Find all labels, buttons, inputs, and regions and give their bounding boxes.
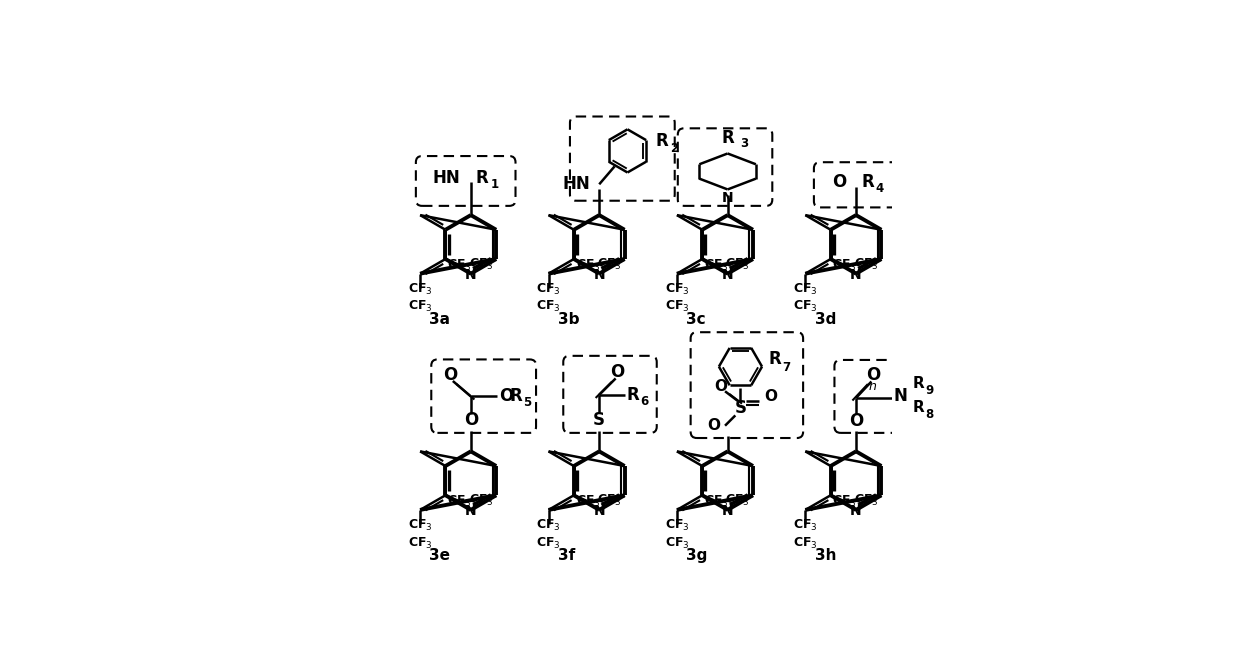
Text: 5: 5	[523, 396, 532, 409]
Text: 4: 4	[875, 182, 884, 195]
Text: CF$_3$: CF$_3$	[596, 257, 621, 271]
Text: CF$_3$: CF$_3$	[536, 518, 560, 533]
Text: S: S	[593, 410, 605, 428]
Text: CF$_3$: CF$_3$	[408, 281, 433, 297]
Text: R: R	[913, 376, 924, 391]
Text: CF$_3$: CF$_3$	[854, 257, 878, 271]
Text: CF$_3$: CF$_3$	[536, 281, 560, 297]
Text: CF$_3$: CF$_3$	[665, 536, 689, 551]
Text: CF$_3$: CF$_3$	[536, 299, 560, 314]
Text: CF$_3$: CF$_3$	[854, 493, 878, 508]
Text: 9: 9	[925, 384, 934, 398]
Text: O: O	[867, 366, 880, 384]
Text: R: R	[656, 131, 668, 149]
Text: 3e: 3e	[429, 548, 450, 564]
Text: CF$_3$: CF$_3$	[665, 299, 689, 314]
Text: CF$_3$: CF$_3$	[792, 281, 817, 297]
Text: 3: 3	[740, 137, 749, 150]
Text: 3c: 3c	[686, 312, 706, 327]
Text: N: N	[722, 268, 733, 282]
Text: R: R	[627, 386, 640, 404]
Text: CF$_3$: CF$_3$	[448, 494, 472, 509]
Text: CF$_3$: CF$_3$	[575, 257, 600, 273]
Text: n: n	[869, 380, 877, 394]
Text: R: R	[769, 350, 781, 368]
Text: N: N	[594, 504, 605, 518]
Text: HN: HN	[433, 169, 460, 187]
Text: R: R	[861, 173, 874, 191]
Text: O: O	[708, 418, 720, 433]
Text: CF$_3$: CF$_3$	[704, 257, 729, 273]
Text: CF$_3$: CF$_3$	[704, 494, 729, 509]
Text: O: O	[714, 379, 727, 394]
Text: R: R	[476, 169, 489, 187]
Text: CF$_3$: CF$_3$	[469, 493, 494, 508]
Text: CF$_3$: CF$_3$	[469, 257, 494, 271]
Text: O: O	[765, 390, 777, 404]
Text: 3a: 3a	[429, 312, 450, 327]
Text: O: O	[610, 364, 625, 382]
Text: 8: 8	[925, 408, 934, 421]
Text: 3b: 3b	[558, 312, 579, 327]
Text: CF$_3$: CF$_3$	[408, 536, 433, 551]
Text: CF$_3$: CF$_3$	[596, 493, 621, 508]
Text: CF$_3$: CF$_3$	[725, 257, 750, 271]
Text: CF$_3$: CF$_3$	[792, 518, 817, 533]
Text: 3d: 3d	[815, 312, 836, 327]
Text: N: N	[722, 191, 733, 205]
Text: N: N	[851, 268, 862, 282]
Text: S: S	[734, 399, 746, 417]
Text: CF$_3$: CF$_3$	[792, 536, 817, 551]
Text: N: N	[465, 504, 476, 518]
Text: N: N	[594, 268, 605, 282]
Text: O: O	[443, 366, 456, 384]
Text: O: O	[464, 410, 477, 428]
Text: 6: 6	[640, 395, 649, 408]
Text: CF$_3$: CF$_3$	[575, 494, 600, 509]
Text: 3h: 3h	[815, 548, 836, 564]
Text: 3g: 3g	[686, 548, 708, 564]
Text: CF$_3$: CF$_3$	[448, 257, 472, 273]
Text: R: R	[913, 400, 924, 415]
Text: O: O	[849, 412, 863, 430]
Text: CF$_3$: CF$_3$	[665, 281, 689, 297]
Text: 1: 1	[490, 178, 498, 191]
Text: CF$_3$: CF$_3$	[665, 518, 689, 533]
Text: 3f: 3f	[558, 548, 575, 564]
Text: CF$_3$: CF$_3$	[408, 518, 433, 533]
Text: N: N	[465, 268, 476, 282]
Text: CF$_3$: CF$_3$	[832, 257, 857, 273]
Text: CF$_3$: CF$_3$	[408, 299, 433, 314]
Text: HN: HN	[562, 175, 590, 193]
Text: 2: 2	[670, 142, 678, 155]
Text: O: O	[832, 173, 847, 191]
Text: CF$_3$: CF$_3$	[725, 493, 750, 508]
Text: 7: 7	[782, 361, 791, 374]
Text: CF$_3$: CF$_3$	[792, 299, 817, 314]
Text: R: R	[510, 388, 522, 406]
Text: CF$_3$: CF$_3$	[536, 536, 560, 551]
Text: R: R	[722, 129, 734, 147]
Text: CF$_3$: CF$_3$	[832, 494, 857, 509]
Text: N: N	[893, 387, 908, 405]
Text: N: N	[722, 504, 733, 518]
Text: N: N	[851, 504, 862, 518]
Text: O: O	[500, 388, 513, 406]
